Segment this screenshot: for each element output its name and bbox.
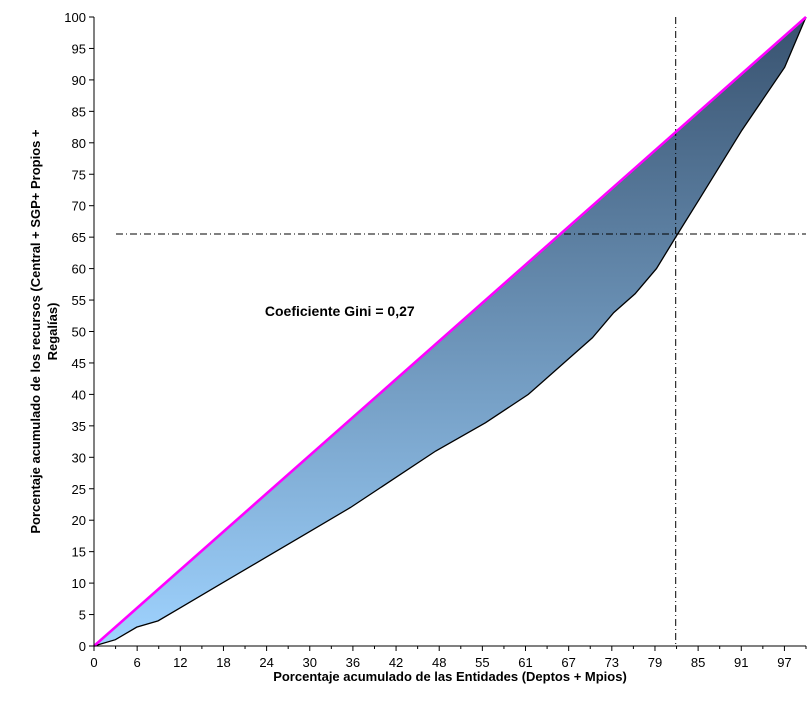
x-tick-label: 73: [605, 655, 619, 670]
y-tick-label: 20: [72, 513, 86, 528]
y-axis-title-line-1: Porcentaje acumulado de los recursos (Ce…: [28, 129, 43, 534]
reference-lines-layer: [116, 17, 806, 646]
y-tick-label: 80: [72, 136, 86, 151]
x-tick-label: 85: [691, 655, 705, 670]
y-tick-label: 85: [72, 104, 86, 119]
y-tick-label: 50: [72, 325, 86, 340]
y-tick-label: 95: [72, 41, 86, 56]
gini-annotation: Coeficiente Gini = 0,27: [265, 303, 415, 319]
x-tick-label: 24: [259, 655, 273, 670]
x-tick-label: 6: [134, 655, 141, 670]
y-tick-label: 15: [72, 545, 86, 560]
axes-layer: 0510152025303540455055606570758085909510…: [64, 10, 807, 670]
x-tick-label: 61: [518, 655, 532, 670]
x-axis-title: Porcentaje acumulado de las Entidades (D…: [273, 669, 627, 684]
y-tick-label: 100: [64, 10, 86, 25]
y-tick-label: 30: [72, 450, 86, 465]
y-tick-label: 75: [72, 167, 86, 182]
x-tick-label: 18: [216, 655, 230, 670]
y-tick-label: 25: [72, 482, 86, 497]
x-tick-label: 12: [173, 655, 187, 670]
y-tick-label: 90: [72, 73, 86, 88]
labels-layer: Porcentaje acumulado de las Entidades (D…: [28, 129, 627, 684]
y-tick-label: 0: [79, 639, 86, 654]
y-tick-label: 70: [72, 199, 86, 214]
lorenz-curve-line: [93, 16, 807, 647]
y-tick-label: 45: [72, 356, 86, 371]
y-tick-label: 5: [79, 608, 86, 623]
x-tick-label: 30: [303, 655, 317, 670]
y-tick-label: 10: [72, 576, 86, 591]
x-tick-label: 48: [432, 655, 446, 670]
y-tick-label: 35: [72, 419, 86, 434]
y-tick-label: 40: [72, 387, 86, 402]
series-layer: [93, 16, 807, 647]
x-tick-label: 91: [734, 655, 748, 670]
x-tick-label: 67: [561, 655, 575, 670]
x-tick-label: 55: [475, 655, 489, 670]
y-tick-label: 60: [72, 262, 86, 277]
x-tick-label: 36: [346, 655, 360, 670]
y-tick-label: 55: [72, 293, 86, 308]
equality-line: [93, 16, 807, 647]
x-tick-label: 42: [389, 655, 403, 670]
x-tick-label: 97: [777, 655, 791, 670]
x-tick-label: 0: [90, 655, 97, 670]
y-tick-label: 65: [72, 230, 86, 245]
x-tick-label: 79: [648, 655, 662, 670]
y-axis-title-line-2: Regalías): [45, 303, 60, 361]
